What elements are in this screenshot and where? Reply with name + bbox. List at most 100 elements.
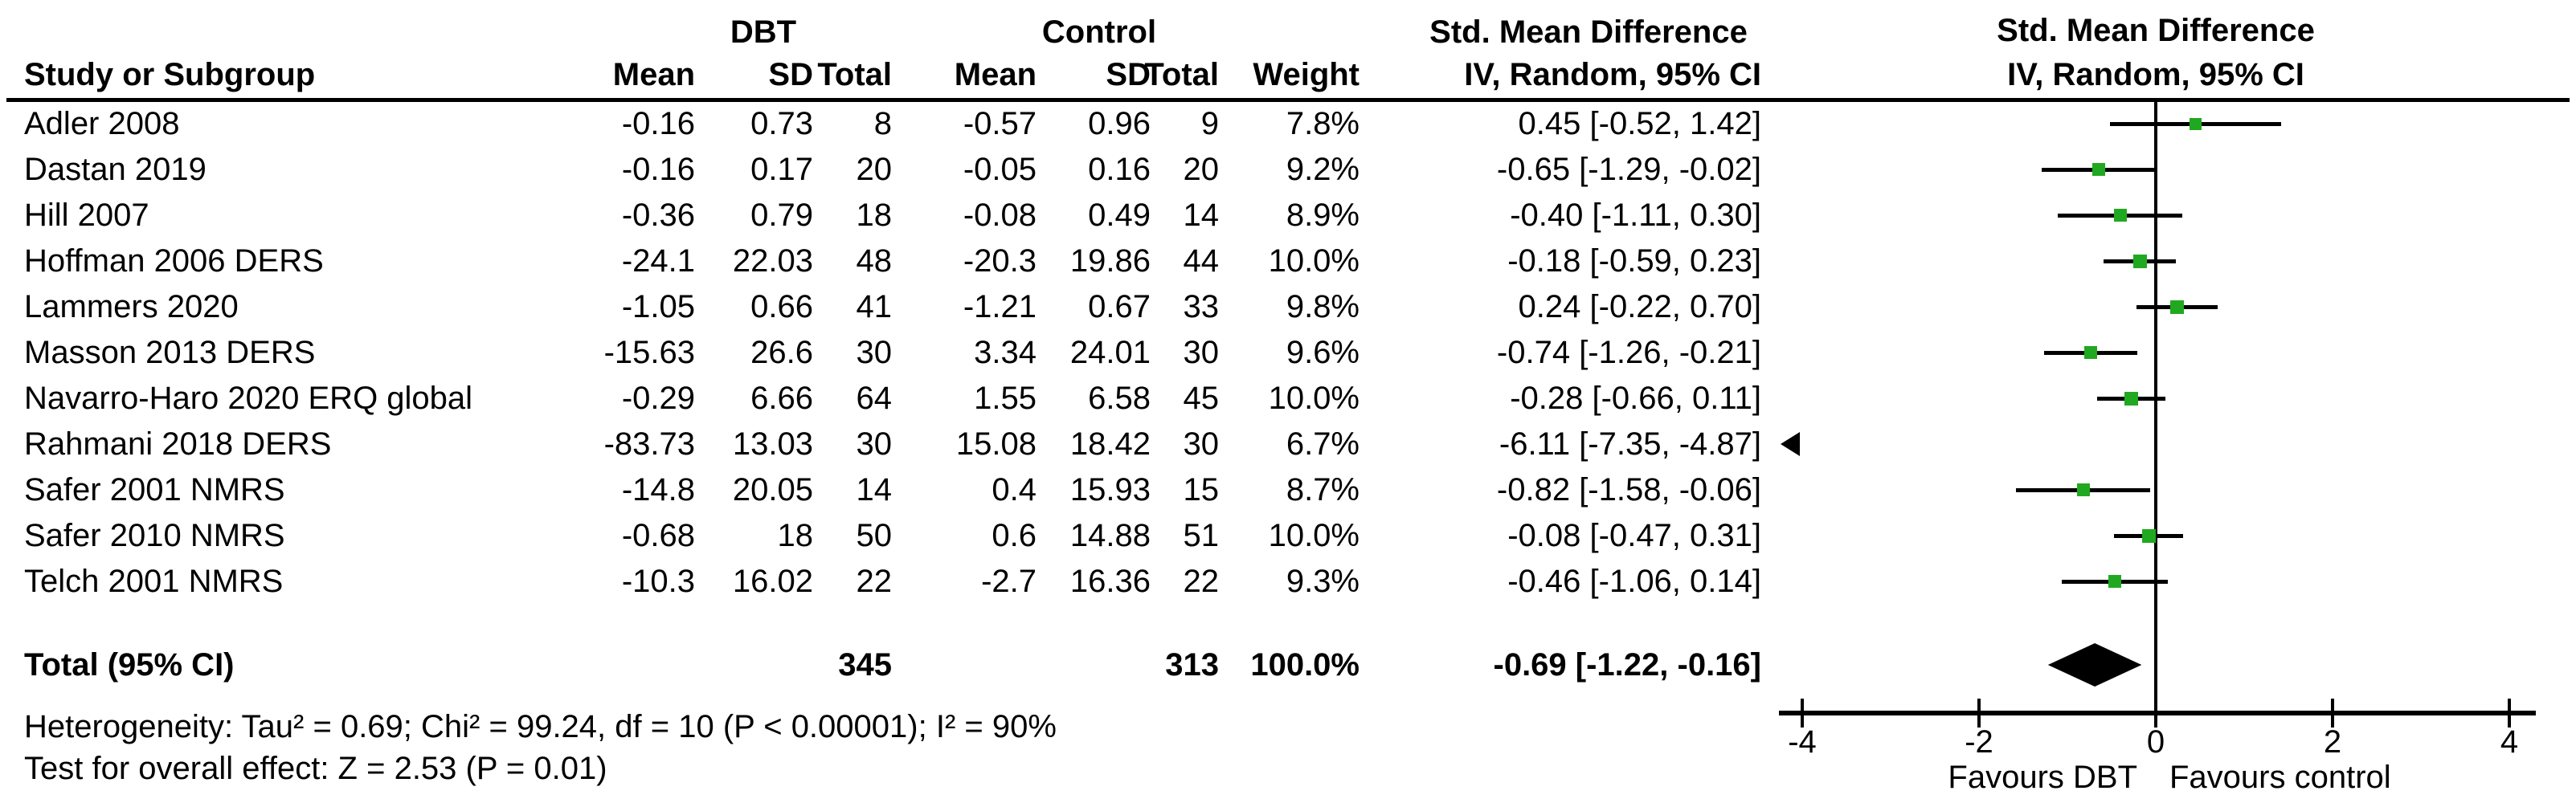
header-control-total: Total [1144,57,1219,92]
axis-tick-label: 4 [2500,724,2519,760]
header-group-dbt: DBT [730,14,797,50]
cell-label: Adler 2008 [24,106,180,141]
cell-n2: 30 [1183,335,1220,370]
cell-sd2: 19.86 [1069,243,1151,279]
cell-sd2: 24.01 [1069,335,1151,370]
mean-marker [2190,117,2202,130]
cell-sd1: 26.6 [750,335,813,370]
cell-sd1: 0.66 [750,289,813,324]
axis-tick-label: 0 [2146,724,2165,760]
cell-n1: 41 [856,289,893,324]
cell-sd2: 0.49 [1088,198,1151,233]
cell-mean2: 1.55 [974,381,1037,416]
cell-label: Safer 2010 NMRS [24,518,285,553]
cell-n1: 8 [873,106,892,141]
header-ivci-plot: IV, Random, 95% CI [2007,57,2304,92]
cell-label: Rahmani 2018 DERS [24,426,332,462]
cell-mean2: 0.6 [992,518,1037,553]
mean-marker [2169,300,2184,314]
axis-tick [1977,699,1981,728]
header-rule [6,98,2570,102]
mean-marker [2132,254,2147,268]
axis-tick-label: 2 [2323,724,2342,760]
cell-mean1: -0.16 [621,152,695,187]
cell-mean1: -24.1 [621,243,695,279]
cell-mean2: -0.57 [963,106,1037,141]
cell-weight_text: 10.0% [1268,518,1360,553]
header-dbt-sd: SD [768,57,813,92]
cell-n1: 30 [856,335,893,370]
cell-label: Hill 2007 [24,198,149,233]
cell-weight_text: 9.3% [1286,564,1360,599]
cell-mean1: -0.68 [621,518,695,553]
cell-n2: 9 [1200,106,1219,141]
cell-ci_text: -0.40 [-1.11, 0.30] [1510,198,1761,233]
cell-sd2: 0.67 [1088,289,1151,324]
total-row-label: Total (95% CI) [24,647,235,683]
cell-ci_text: 0.45 [-0.52, 1.42] [1518,106,1761,141]
total-dbt-n: 345 [838,647,892,683]
cell-label: Navarro-Haro 2020 ERQ global [24,381,473,416]
cell-ci_text: -0.65 [-1.29, -0.02] [1496,152,1761,187]
header-effect-table: Std. Mean Difference [1429,14,1748,50]
cell-sd2: 15.93 [1069,472,1151,507]
header-study-or-subgroup: Study or Subgroup [24,57,316,92]
cell-mean2: -2.7 [981,564,1037,599]
cell-n2: 44 [1183,243,1220,279]
cell-mean1: -83.73 [603,426,695,462]
cell-ci_text: -0.46 [-1.06, 0.14] [1507,564,1761,599]
cell-sd1: 18 [777,518,814,553]
cell-sd2: 18.42 [1069,426,1151,462]
favours-right-label: Favours control [2169,760,2391,795]
mean-marker [2141,528,2156,543]
cell-n1: 64 [856,381,893,416]
axis-tick [2154,699,2157,728]
cell-sd2: 6.58 [1088,381,1151,416]
cell-weight_text: 6.7% [1286,426,1360,462]
heterogeneity-stats: Heterogeneity: Tau² = 0.69; Chi² = 99.24… [24,709,1057,744]
cell-weight_text: 10.0% [1268,381,1360,416]
cell-sd1: 20.05 [732,472,813,507]
cell-n1: 30 [856,426,893,462]
cell-mean2: 3.34 [974,335,1037,370]
header-control-sd: SD [1106,57,1151,92]
cell-ci_text: -6.11 [-7.35, -4.87] [1499,426,1761,462]
cell-ci_text: -0.28 [-0.66, 0.11] [1510,381,1761,416]
cell-sd2: 14.88 [1069,518,1151,553]
cell-mean2: -20.3 [963,243,1037,279]
x-axis-line [1779,711,2536,715]
header-effect-plot: Std. Mean Difference [1997,13,2315,48]
header-dbt-total: Total [817,57,892,92]
cell-sd1: 22.03 [732,243,813,279]
cell-mean1: -0.36 [621,198,695,233]
cell-mean2: -0.05 [963,152,1037,187]
cell-n2: 14 [1183,198,1220,233]
header-control-mean: Mean [954,57,1037,92]
cell-n2: 33 [1183,289,1220,324]
header-dbt-mean: Mean [612,57,695,92]
cell-ci_text: -0.82 [-1.58, -0.06] [1496,472,1761,507]
cell-mean1: -0.16 [621,106,695,141]
cell-mean1: -14.8 [621,472,695,507]
cell-label: Hoffman 2006 DERS [24,243,324,279]
cell-sd1: 0.73 [750,106,813,141]
cell-label: Masson 2013 DERS [24,335,316,370]
cell-n1: 22 [856,564,893,599]
cell-ci_text: 0.24 [-0.22, 0.70] [1518,289,1761,324]
cell-n2: 51 [1183,518,1220,553]
cell-weight_text: 10.0% [1268,243,1360,279]
cell-label: Lammers 2020 [24,289,239,324]
cell-mean1: -10.3 [621,564,695,599]
cell-n1: 18 [856,198,893,233]
cell-label: Telch 2001 NMRS [24,564,284,599]
total-weight: 100.0% [1250,647,1360,683]
mean-marker [2114,209,2127,222]
cell-weight_text: 9.8% [1286,289,1360,324]
cell-weight_text: 9.2% [1286,152,1360,187]
cell-sd2: 0.16 [1088,152,1151,187]
mean-marker [2124,391,2138,406]
cell-mean2: -1.21 [963,289,1037,324]
cell-n2: 20 [1183,152,1220,187]
cell-label: Safer 2001 NMRS [24,472,285,507]
